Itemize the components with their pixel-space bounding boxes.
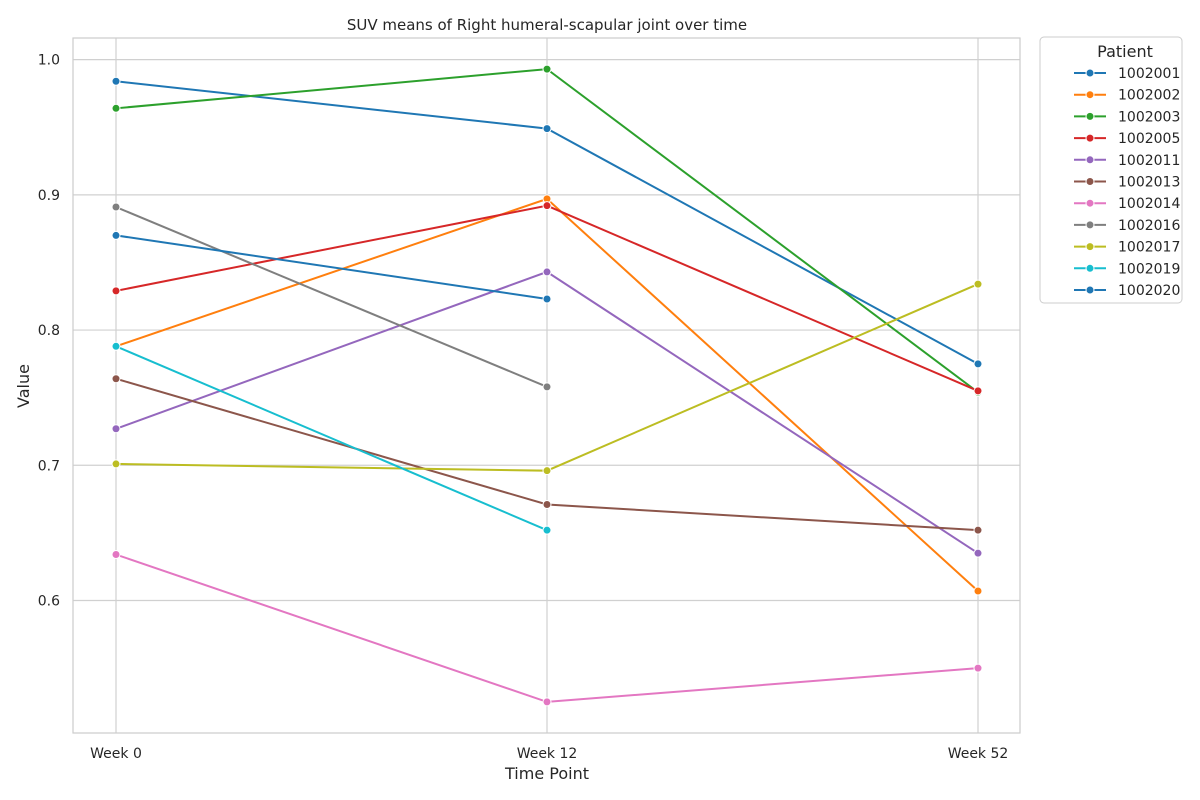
series-1002013 [111, 374, 983, 535]
legend-entry: 1002016 [1074, 218, 1180, 234]
series-1002005 [111, 201, 983, 396]
y-tick-label: 0.9 [38, 188, 60, 204]
data-point [973, 386, 983, 396]
data-point [542, 525, 552, 535]
legend-label: 1002005 [1118, 131, 1180, 147]
legend-entry: 1002011 [1074, 153, 1180, 169]
legend-marker [1085, 90, 1095, 100]
series-1002019 [111, 341, 552, 535]
y-tick-label: 0.7 [38, 458, 60, 474]
plot-frame [72, 37, 1021, 734]
data-point [111, 341, 121, 351]
legend-label: 1002014 [1118, 196, 1180, 212]
series-line [115, 345, 548, 532]
data-point [111, 286, 121, 296]
data-point [542, 64, 552, 74]
x-axis-label: Time Point [504, 764, 589, 783]
legend-entry: 1002019 [1074, 261, 1180, 277]
data-point [111, 459, 121, 469]
chart-title: SUV means of Right humeral-scapular join… [347, 16, 747, 34]
data-point [111, 76, 121, 86]
legend-marker [1085, 155, 1095, 165]
data-point [542, 466, 552, 476]
data-point [111, 230, 121, 240]
y-tick-label: 1.0 [38, 53, 60, 69]
legend-entry: 1002020 [1074, 283, 1180, 299]
data-point [542, 697, 552, 707]
data-point [111, 374, 121, 384]
data-point [973, 586, 983, 596]
x-tick-label: Week 0 [90, 746, 142, 762]
legend-entry: 1002013 [1074, 175, 1180, 191]
data-point [111, 550, 121, 560]
data-point [542, 267, 552, 277]
data-point [542, 499, 552, 509]
y-tick-label: 0.8 [38, 323, 60, 339]
legend-title: Patient [1097, 42, 1153, 61]
legend-entry: 1002017 [1074, 240, 1180, 256]
series-1002017 [111, 279, 983, 476]
legend-entry: 1002005 [1074, 131, 1180, 147]
tick-labels: Week 0 Week 12 Week 52 0.6 0.7 0.8 0.9 1.0 [38, 53, 1009, 762]
x-tick-label: Week 12 [517, 746, 578, 762]
data-point [973, 279, 983, 289]
legend-label: 1002001 [1118, 66, 1180, 82]
legend-entry: 1002002 [1074, 88, 1180, 104]
x-tick-label: Week 52 [948, 746, 1009, 762]
data-point [111, 202, 121, 212]
legend-entry: 1002014 [1074, 196, 1180, 212]
data-point [542, 124, 552, 134]
y-axis-label: Value [14, 364, 33, 408]
series-line [115, 234, 548, 300]
series-layer [111, 64, 983, 707]
legend-label: 1002003 [1118, 109, 1180, 125]
legend: Patient 10020011002002100200310020051002… [1039, 36, 1183, 304]
legend-marker [1085, 220, 1095, 230]
legend-marker [1085, 242, 1095, 252]
legend-marker [1085, 263, 1095, 273]
data-point [111, 424, 121, 434]
legend-label: 1002020 [1118, 283, 1180, 299]
legend-label: 1002019 [1118, 261, 1180, 277]
series-1002011 [111, 267, 983, 558]
y-tick-label: 0.6 [38, 593, 60, 609]
legend-entry: 1002003 [1074, 109, 1180, 125]
legend-marker [1085, 198, 1095, 208]
data-point [542, 201, 552, 211]
legend-marker [1085, 177, 1095, 186]
legend-label: 1002017 [1118, 240, 1180, 256]
legend-label: 1002011 [1118, 153, 1180, 169]
series-line [115, 206, 548, 388]
legend-label: 1002002 [1118, 88, 1180, 104]
legend-entry: 1002001 [1074, 66, 1180, 82]
series-1002016 [111, 202, 552, 392]
data-point [973, 548, 983, 558]
data-point [542, 382, 552, 392]
series-1002014 [111, 550, 983, 707]
legend-marker [1085, 68, 1095, 78]
series-1002020 [111, 230, 552, 304]
legend-frame [1039, 36, 1183, 304]
legend-marker [1085, 285, 1095, 295]
legend-label: 1002013 [1118, 175, 1180, 191]
legend-marker [1085, 133, 1095, 143]
legend-label: 1002016 [1118, 218, 1180, 234]
legend-marker [1085, 111, 1095, 121]
data-point [111, 103, 121, 113]
data-point [973, 663, 983, 673]
data-point [542, 294, 552, 304]
data-point [973, 359, 983, 369]
legend-items: 1002001 1002002 1002003 1002005 1002011 10020… [1074, 66, 1180, 299]
data-point [973, 525, 983, 535]
